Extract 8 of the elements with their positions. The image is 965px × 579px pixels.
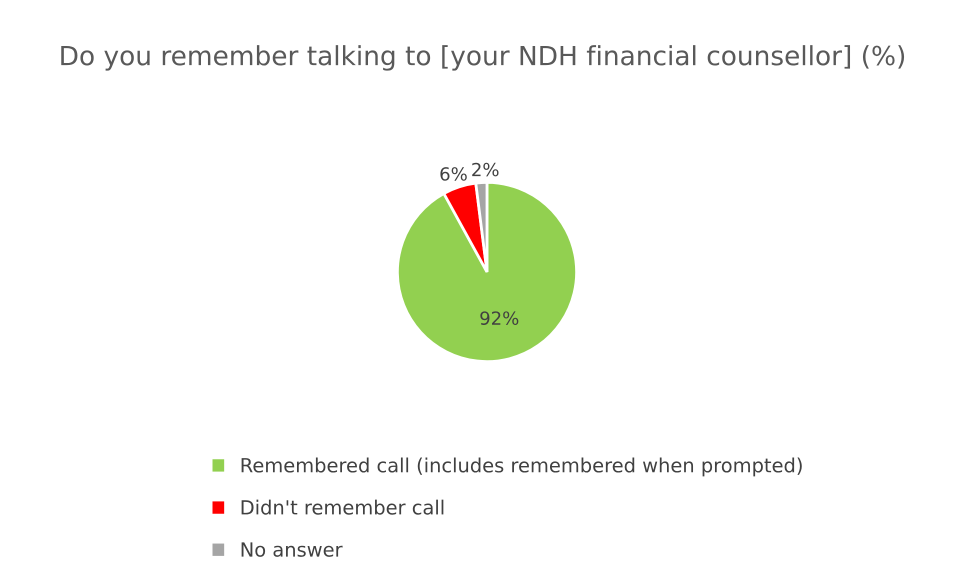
chart-title: Do you remember talking to [your NDH financial counsellor] (%) (61, 45, 904, 71)
legend-label: Didn't remember call (242, 500, 444, 515)
pie-slice (396, 181, 578, 363)
legend-label: Remembered call (includes remembered when prompted) (242, 458, 802, 476)
legend-label: No answer (242, 542, 343, 557)
data-label: 2% (472, 162, 499, 176)
data-label: 6% (440, 167, 467, 181)
data-label: 92% (480, 311, 518, 325)
